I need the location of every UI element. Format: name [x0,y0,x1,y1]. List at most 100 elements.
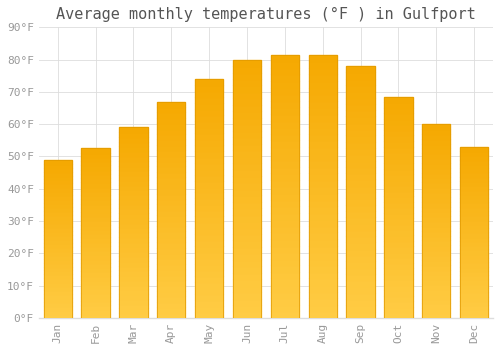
Bar [157,302,186,307]
Bar [119,127,148,132]
Bar [44,215,72,219]
Bar [233,98,261,105]
Bar [460,207,488,211]
Bar [82,250,110,254]
Bar [82,305,110,309]
Bar [460,147,488,318]
Bar [233,273,261,279]
Bar [233,111,261,118]
Bar [384,185,412,191]
Bar [82,314,110,318]
Bar [157,210,186,215]
Bar [157,215,186,220]
Bar [195,115,224,121]
Bar [119,175,148,180]
Bar [233,169,261,176]
Bar [119,256,148,261]
Bar [460,215,488,219]
Bar [44,176,72,180]
Bar [233,92,261,98]
Bar [157,313,186,318]
Bar [346,198,375,205]
Bar [157,194,186,199]
Bar [422,139,450,143]
Bar [44,274,72,278]
Bar [157,275,186,280]
Bar [119,251,148,256]
Bar [119,194,148,199]
Bar [460,250,488,254]
Bar [44,298,72,302]
Bar [233,215,261,221]
Bar [157,247,186,253]
Bar [157,204,186,210]
Bar [195,264,224,270]
Bar [157,291,186,296]
Bar [119,223,148,228]
Bar [44,211,72,215]
Bar [346,104,375,110]
Bar [460,219,488,224]
Bar [422,284,450,289]
Bar [460,237,488,241]
Bar [460,275,488,279]
Bar [233,118,261,124]
Bar [384,141,412,147]
Bar [422,240,450,245]
Bar [308,55,337,318]
Bar [270,213,299,219]
Bar [119,161,148,166]
Bar [384,152,412,158]
Bar [157,107,186,112]
Bar [346,135,375,142]
Bar [119,294,148,299]
Bar [195,288,224,294]
Bar [82,212,110,216]
Bar [384,285,412,290]
Bar [308,193,337,200]
Bar [460,151,488,155]
Bar [82,195,110,199]
Bar [384,235,412,240]
Bar [308,94,337,101]
Bar [346,217,375,224]
Bar [308,232,337,239]
Bar [422,265,450,270]
Bar [270,246,299,252]
Bar [346,305,375,312]
Bar [460,245,488,250]
Bar [119,299,148,304]
Bar [346,167,375,173]
Bar [384,207,412,213]
Bar [270,55,299,318]
Bar [82,293,110,297]
Bar [119,289,148,294]
Bar [422,226,450,231]
Bar [44,195,72,199]
Bar [384,97,412,102]
Bar [157,112,186,118]
Bar [195,300,224,306]
Bar [82,254,110,259]
Bar [44,164,72,168]
Bar [233,189,261,195]
Bar [384,196,412,202]
Bar [82,187,110,191]
Bar [233,234,261,240]
Bar [346,192,375,198]
Bar [422,308,450,313]
Bar [157,280,186,286]
Bar [82,233,110,237]
Bar [157,188,186,194]
Bar [384,202,412,207]
Bar [44,223,72,227]
Bar [460,254,488,258]
Bar [308,279,337,285]
Bar [157,177,186,183]
Bar [384,213,412,218]
Bar [346,148,375,154]
Bar [460,181,488,185]
Bar [82,241,110,246]
Bar [460,262,488,267]
Bar [384,158,412,163]
